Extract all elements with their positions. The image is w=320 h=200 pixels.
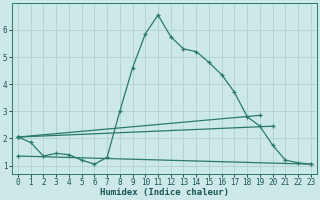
X-axis label: Humidex (Indice chaleur): Humidex (Indice chaleur) [100, 188, 229, 197]
